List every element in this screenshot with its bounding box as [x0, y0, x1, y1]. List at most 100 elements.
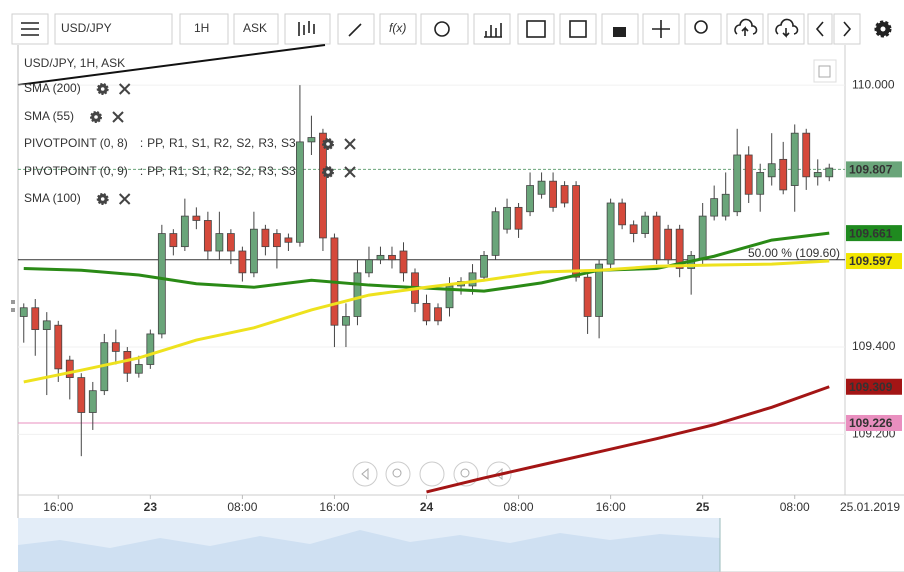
calendar-icon — [526, 20, 546, 38]
maximize-icon — [818, 65, 831, 78]
back-button[interactable] — [807, 13, 833, 45]
price-tag-label: 109.226 — [849, 416, 893, 430]
pivot-level: R2, — [214, 136, 233, 150]
pen-icon — [348, 23, 362, 37]
x-tick-label: 16:00 — [43, 500, 73, 514]
candle-body — [503, 206, 511, 230]
zoom-out-icon — [392, 468, 402, 478]
crosshair-icon — [652, 20, 670, 38]
pivot-level: : — [140, 164, 143, 178]
pivot-level: S1, — [192, 136, 210, 150]
candle-body — [134, 364, 143, 374]
lock-icon — [613, 27, 626, 37]
candle-body — [629, 224, 638, 234]
cloud-up-icon — [734, 18, 758, 36]
candle-body — [526, 185, 534, 213]
price-tag — [846, 414, 902, 431]
candle-body — [491, 211, 500, 256]
candle-body — [802, 132, 811, 178]
date-label: 25.01.2019 — [840, 500, 900, 514]
info-button[interactable] — [420, 13, 469, 45]
price-tag-label: 109.309 — [849, 380, 893, 394]
bars-icon — [484, 23, 502, 38]
candles-icon — [298, 21, 315, 36]
settings-icon-hole — [100, 197, 105, 201]
resize-handle — [11, 300, 15, 312]
maximize-button[interactable] — [813, 59, 837, 83]
lock-button[interactable] — [601, 13, 639, 45]
settings-icon-hole — [100, 87, 105, 91]
price-tag-label: 109.807 — [849, 163, 893, 177]
candle-body — [710, 198, 719, 217]
cloud-down-icon — [775, 18, 799, 38]
y-tick-label: 109.400 — [852, 339, 896, 353]
candle-body — [19, 307, 28, 317]
x-tick-label: 23 — [144, 500, 158, 514]
remove-icon[interactable] — [344, 166, 356, 178]
candle-body — [319, 132, 327, 239]
x-tick-label: 25 — [696, 500, 710, 514]
candle-body — [307, 137, 316, 143]
interval-text: 1H — [194, 21, 209, 35]
side-text: ASK — [243, 21, 267, 35]
candle-body — [342, 316, 350, 326]
remove-icon[interactable] — [118, 83, 131, 95]
candle-body — [825, 167, 834, 178]
candle-body — [675, 228, 684, 269]
x-tick-label: 16:00 — [596, 500, 626, 514]
remove-icon[interactable] — [118, 193, 131, 205]
candle-body — [261, 228, 270, 248]
candle-body — [664, 228, 673, 261]
function-text: f(x) — [389, 21, 406, 35]
chart-title: USD/JPY, 1H, ASK — [24, 56, 125, 70]
price-tag — [846, 378, 902, 395]
candle-body — [215, 233, 224, 252]
candle-body — [203, 220, 212, 252]
candle-body — [77, 377, 86, 413]
candle-body — [549, 180, 557, 208]
reset-button[interactable] — [419, 461, 445, 487]
candle-body — [618, 202, 627, 226]
candle-body — [157, 233, 166, 335]
forward-button[interactable] — [833, 13, 861, 45]
remove-icon[interactable] — [344, 138, 356, 150]
candle-body — [744, 154, 753, 195]
candle-body — [296, 141, 304, 243]
candle-body — [813, 172, 822, 178]
symbol-select[interactable] — [54, 13, 173, 45]
function-button[interactable] — [379, 13, 417, 45]
calendar-button[interactable] — [517, 13, 555, 45]
side-select[interactable] — [233, 13, 279, 45]
x-tick-label: 24 — [420, 500, 434, 514]
pivot-level: S2, — [236, 164, 254, 178]
toolbar: USD/JPY 1H ASK f(x) — [11, 13, 892, 45]
x-tick-label: 08:00 — [227, 500, 257, 514]
scroll-left-button[interactable] — [352, 461, 378, 487]
remove-icon[interactable] — [112, 111, 124, 123]
pivot-level: S2, — [236, 136, 254, 150]
back-icon — [815, 21, 824, 37]
candle-body — [273, 233, 281, 248]
legend-entry: SMA (55) — [24, 109, 74, 123]
candle-body — [767, 163, 776, 178]
chart-type-button[interactable] — [284, 13, 331, 45]
candle-body — [595, 263, 604, 317]
legend-entry: PIVOTPOINT (0, 9) — [24, 164, 128, 178]
pivot-level: PP, — [147, 164, 165, 178]
candle-body — [146, 333, 155, 365]
interval-select[interactable] — [179, 13, 229, 45]
candle-body — [468, 272, 477, 287]
report-button[interactable] — [559, 13, 597, 45]
candle-body — [779, 158, 788, 191]
volume-button[interactable] — [473, 13, 511, 45]
price-tag-label: 109.661 — [849, 226, 893, 240]
zoom-button[interactable] — [684, 13, 722, 45]
zoom-in-icon — [460, 468, 470, 478]
zoom-out-button[interactable] — [385, 461, 411, 487]
trend-line — [17, 44, 326, 86]
candle-body — [284, 237, 293, 243]
legend-entry: PIVOTPOINT (0, 8) — [24, 136, 128, 150]
pivot-level: S3 — [281, 136, 296, 150]
pivot-level: S3 — [281, 164, 296, 178]
